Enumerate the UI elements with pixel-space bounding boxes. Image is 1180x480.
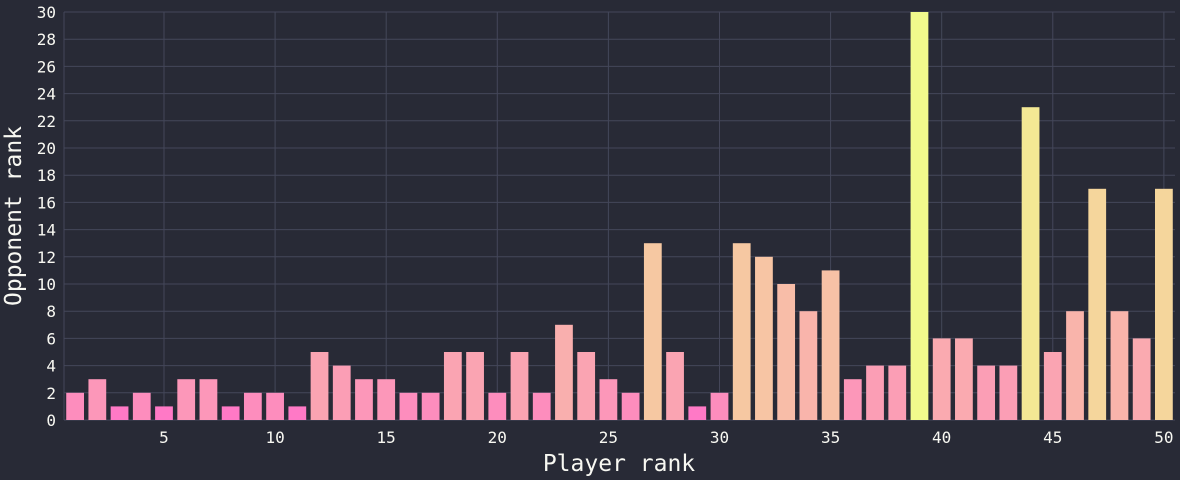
- y-tick-label: 18: [37, 166, 56, 185]
- bar: [688, 406, 707, 420]
- y-tick-label: 26: [37, 57, 56, 76]
- y-axis-label: Opponent rank: [1, 126, 27, 306]
- bar: [1110, 311, 1129, 420]
- bar: [555, 324, 573, 420]
- bar: [510, 352, 529, 420]
- bar: [243, 392, 262, 420]
- x-tick-labels: 5 10 15 20 25 30 35 40 45 50: [159, 428, 1173, 447]
- y-tick-label: 2: [46, 384, 56, 403]
- bar: [1155, 188, 1173, 420]
- bar: [155, 406, 173, 420]
- x-tick-label: 20: [488, 428, 507, 447]
- grid: [63, 11, 1175, 421]
- bar: [221, 406, 240, 420]
- bar: [1021, 107, 1040, 420]
- y-tick-label: 0: [46, 411, 56, 430]
- y-tick-label: 12: [37, 248, 56, 267]
- bar: [821, 270, 840, 420]
- y-tick-label: 24: [37, 85, 56, 104]
- y-tick-label: 4: [46, 357, 56, 376]
- x-tick-label: 45: [1043, 428, 1062, 447]
- bar: [288, 406, 307, 420]
- bar: [643, 243, 662, 420]
- bar: [310, 352, 329, 420]
- bar: [621, 392, 640, 420]
- bar: [355, 379, 373, 420]
- bar: [999, 365, 1018, 420]
- x-tick-label: 50: [1154, 428, 1173, 447]
- y-tick-label: 8: [46, 302, 56, 321]
- bar: [910, 12, 929, 420]
- bar: [577, 352, 596, 420]
- bar: [799, 311, 818, 420]
- bar: [88, 379, 107, 420]
- x-tick-label: 15: [377, 428, 396, 447]
- bar: [666, 352, 684, 420]
- x-tick-label: 5: [159, 428, 169, 447]
- bar: [977, 365, 996, 420]
- bar: [732, 243, 751, 420]
- bar: [532, 392, 551, 420]
- bar: [710, 392, 729, 420]
- bar: [1066, 311, 1084, 420]
- x-axis-label: Player rank: [543, 451, 695, 477]
- bar: [777, 284, 796, 420]
- bars: [66, 12, 1173, 420]
- bar: [932, 338, 951, 420]
- x-tick-label: 25: [599, 428, 618, 447]
- y-tick-label: 6: [46, 329, 56, 348]
- x-tick-label: 10: [265, 428, 284, 447]
- bar: [443, 352, 462, 420]
- y-tick-label: 20: [37, 139, 56, 158]
- bar: [399, 392, 418, 420]
- bar: [421, 392, 440, 420]
- bar: [1043, 352, 1062, 420]
- y-tick-label: 30: [37, 3, 56, 22]
- bar: [377, 379, 396, 420]
- bar: [1088, 188, 1107, 420]
- bar: [755, 256, 773, 420]
- y-tick-label: 22: [37, 112, 56, 131]
- bar: [177, 379, 196, 420]
- y-tick-label: 14: [37, 221, 56, 240]
- x-tick-label: 35: [821, 428, 840, 447]
- bar: [199, 379, 218, 420]
- bar: [866, 365, 884, 420]
- bar: [132, 392, 151, 420]
- bar: [266, 392, 284, 420]
- bar: [110, 406, 129, 420]
- bar: [1132, 338, 1151, 420]
- bar: [66, 392, 84, 420]
- bar: [843, 379, 862, 420]
- bar: [955, 338, 973, 420]
- y-tick-label: 28: [37, 30, 56, 49]
- bar: [599, 379, 618, 420]
- y-tick-label: 10: [37, 275, 56, 294]
- bar: [466, 352, 484, 420]
- x-tick-label: 40: [932, 428, 951, 447]
- bar: [332, 365, 351, 420]
- y-tick-label: 16: [37, 193, 56, 212]
- bar: [488, 392, 507, 420]
- bar: [888, 365, 907, 420]
- x-tick-label: 30: [710, 428, 729, 447]
